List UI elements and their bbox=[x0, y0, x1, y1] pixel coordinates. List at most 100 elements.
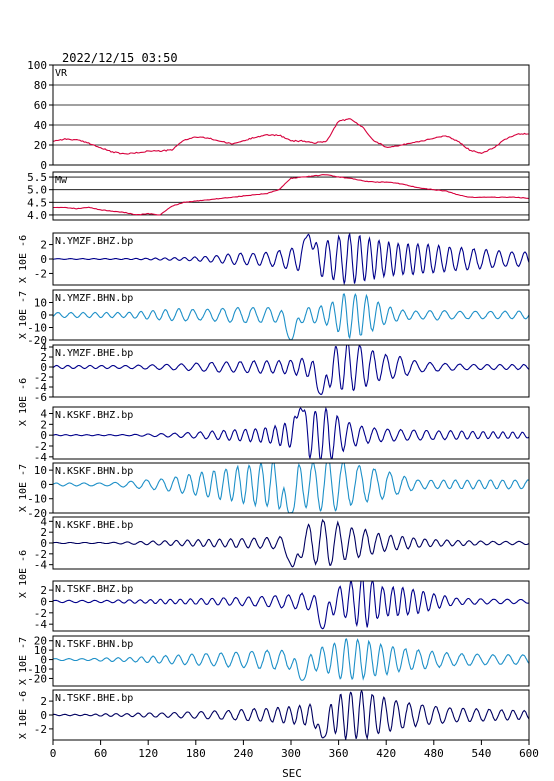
y-tick-label: -10 bbox=[27, 663, 47, 676]
y-tick-label: 0 bbox=[40, 309, 47, 322]
panel-label: N.KSKF.BHN.bp bbox=[55, 466, 133, 477]
panel-11: -202 N.TSKF.BHE.bp bbox=[34, 689, 530, 741]
series-line bbox=[53, 690, 529, 740]
y-tick-label: 0 bbox=[40, 709, 47, 722]
y-tick-label: -6 bbox=[34, 391, 47, 404]
y-tick-label: -2 bbox=[34, 440, 47, 453]
x-tick-label: 120 bbox=[138, 747, 158, 760]
y-tick-label: -20 bbox=[27, 672, 47, 685]
y-tick-label: -4 bbox=[34, 381, 48, 394]
y-tick-label: -2 bbox=[34, 548, 47, 561]
y-tick-label: 10 bbox=[34, 297, 47, 310]
series-line bbox=[53, 638, 529, 681]
y-tick-label: 10 bbox=[34, 644, 47, 657]
y-tick-label: 2 bbox=[40, 239, 47, 252]
y-tick-label: -20 bbox=[27, 507, 47, 520]
y-tick-label: 0 bbox=[40, 478, 47, 491]
y-tick-label: 2 bbox=[40, 526, 47, 539]
panel-label: N.YMZF.BHN.bp bbox=[55, 293, 133, 304]
y-tick-label: -20 bbox=[27, 334, 47, 347]
y-tick-label: 2 bbox=[40, 584, 47, 597]
y-tick-label: 0 bbox=[40, 595, 47, 608]
y-tick-label: -2 bbox=[34, 607, 47, 620]
y-tick-label: -4 bbox=[34, 451, 48, 464]
panel-label: VR bbox=[55, 68, 68, 79]
y-tick-label: 2 bbox=[40, 351, 47, 364]
x-tick-label: 240 bbox=[233, 747, 253, 760]
x-tick-label: 0 bbox=[50, 747, 57, 760]
y-tick-label: 4 bbox=[40, 408, 47, 421]
panel-label: N.TSKF.BHE.bp bbox=[55, 693, 133, 704]
y-tick-label: 5.5 bbox=[27, 171, 47, 184]
y-tick-label: 20 bbox=[34, 139, 47, 152]
panel-frame bbox=[52, 580, 530, 632]
panel-1: 0 20 40 60 80 100 VR bbox=[27, 59, 530, 172]
y-tick-label: 40 bbox=[34, 119, 47, 132]
y-scale-label: X 10E -6 bbox=[18, 235, 29, 283]
panel-frame bbox=[52, 406, 530, 460]
panel-3: -202 N.YMZF.BHZ.bp bbox=[34, 232, 530, 286]
y-tick-label: 2 bbox=[40, 695, 47, 708]
x-tick-label: 180 bbox=[186, 747, 206, 760]
panel-frame bbox=[52, 64, 530, 166]
series-line bbox=[53, 345, 529, 396]
y-tick-label: -4 bbox=[34, 559, 48, 572]
y-scale-label: X 10E -6 bbox=[18, 550, 29, 598]
x-tick-label: 360 bbox=[329, 747, 349, 760]
panel-label: N.YMZF.BHE.bp bbox=[55, 348, 133, 359]
series-line bbox=[53, 118, 529, 155]
y-tick-label: -2 bbox=[34, 371, 47, 384]
series-line bbox=[53, 407, 529, 459]
y-scale-label: X 10E -6 bbox=[18, 378, 29, 426]
panel-label: Mw bbox=[55, 175, 68, 186]
y-scale-label: X 10E -7 bbox=[18, 464, 29, 512]
y-tick-label: 100 bbox=[27, 59, 47, 72]
panel-7: -20-10 010 N.KSKF.BHN.bp bbox=[27, 462, 530, 520]
y-tick-label: 60 bbox=[34, 99, 47, 112]
y-scale-label: X 10E -7 bbox=[18, 637, 29, 685]
x-tick-label: 540 bbox=[471, 747, 491, 760]
series-line bbox=[53, 292, 529, 340]
panel-frame bbox=[52, 635, 530, 687]
panel-label: N.TSKF.BHZ.bp bbox=[55, 584, 133, 595]
y-tick-label: 0 bbox=[40, 253, 47, 266]
series-line bbox=[53, 233, 529, 285]
x-axis: 0 60 120 180 240 300 360 420 480 540 600 bbox=[50, 740, 539, 760]
series-line bbox=[53, 581, 529, 630]
series-line bbox=[53, 174, 529, 216]
y-tick-label: 2 bbox=[40, 418, 47, 431]
y-tick-label: 0 bbox=[40, 159, 47, 172]
x-tick-label: 300 bbox=[281, 747, 301, 760]
y-scale-label: X 10E -7 bbox=[18, 291, 29, 339]
y-tick-label: 5.0 bbox=[27, 184, 47, 197]
y-scale-label: X 10E -6 bbox=[18, 691, 29, 739]
x-tick-label: 60 bbox=[94, 747, 107, 760]
y-tick-label: -4 bbox=[34, 618, 48, 631]
panel-label: N.KSKF.BHZ.bp bbox=[55, 410, 133, 421]
x-tick-label: 600 bbox=[519, 747, 539, 760]
series-line bbox=[53, 518, 529, 568]
y-tick-label: 20 bbox=[34, 635, 47, 648]
y-tick-label: -2 bbox=[34, 723, 47, 736]
panel-label: N.KSKF.BHE.bp bbox=[55, 520, 133, 531]
chart-title: 2022/12/15 03:50 bbox=[62, 51, 178, 65]
y-tick-label: 80 bbox=[34, 79, 47, 92]
x-tick-label: 480 bbox=[424, 747, 444, 760]
panel-frame bbox=[52, 462, 530, 514]
y-tick-label: -2 bbox=[34, 267, 47, 280]
panel-9: -4-202 N.TSKF.BHZ.bp bbox=[34, 580, 530, 632]
panel-label: N.YMZF.BHZ.bp bbox=[55, 236, 133, 247]
x-axis-label: SEC bbox=[282, 767, 302, 780]
y-tick-label: 4 bbox=[40, 515, 47, 528]
y-tick-label: 0 bbox=[40, 537, 47, 550]
y-tick-label: 4.0 bbox=[27, 209, 47, 222]
panel-2: 4.04.55.05.5 Mw bbox=[27, 171, 530, 222]
y-tick-label: -10 bbox=[27, 493, 47, 506]
